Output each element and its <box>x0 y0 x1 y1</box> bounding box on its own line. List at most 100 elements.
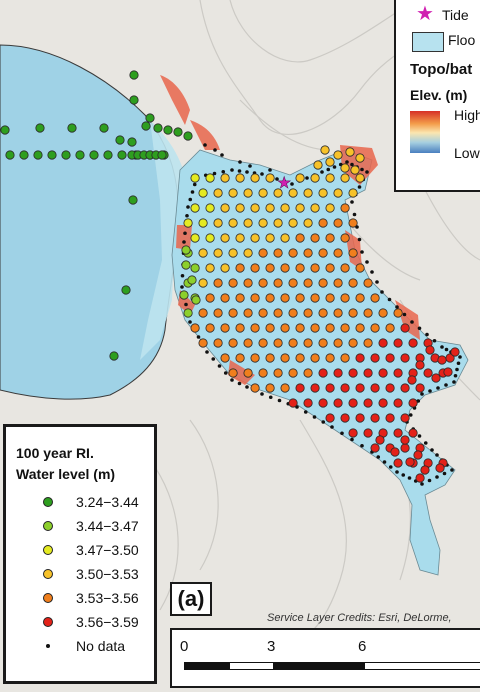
no-data-point <box>196 335 201 339</box>
water-level-point <box>340 203 350 213</box>
water-level-point <box>109 351 119 361</box>
water-level-point <box>198 338 208 348</box>
water-level-point <box>393 338 403 348</box>
water-level-point <box>220 263 230 273</box>
water-level-point <box>408 428 418 438</box>
no-data-point <box>190 190 195 194</box>
water-level-point <box>325 157 335 167</box>
water-level-point <box>33 150 43 160</box>
no-data-point <box>402 312 407 317</box>
no-data-point <box>387 297 392 302</box>
water-level-point <box>333 338 343 348</box>
water-level-point <box>437 355 447 365</box>
water-level-point <box>355 153 365 163</box>
water-level-point <box>378 398 388 408</box>
water-level-point <box>340 353 350 363</box>
water-level-point <box>400 443 410 453</box>
water-level-point <box>145 113 155 123</box>
water-level-point <box>370 443 380 453</box>
water-level-point <box>0 125 10 135</box>
water-level-point <box>295 353 305 363</box>
legend-label-3: 3.47−3.50 <box>76 542 139 558</box>
legend-label-6: 3.56−3.59 <box>76 614 139 630</box>
water-level-point <box>303 308 313 318</box>
water-level-point <box>348 398 358 408</box>
water-level-point <box>443 367 453 377</box>
legend-nodata-dot <box>46 644 50 648</box>
no-data-point <box>458 355 462 359</box>
water-level-point <box>340 233 350 243</box>
water-level-point <box>318 368 328 378</box>
water-level-point <box>173 127 183 137</box>
water-level-point <box>303 218 313 228</box>
water-level-point <box>407 375 417 385</box>
water-level-point <box>258 278 268 288</box>
no-data-point <box>455 367 459 372</box>
water-level-point <box>390 447 400 457</box>
no-data-point <box>182 240 186 244</box>
water-level-point <box>325 173 335 183</box>
service-credits: Service Layer Credits: Esri, DeLorme, <box>267 612 452 624</box>
scale-seg-4 <box>364 662 480 670</box>
water-level-point <box>228 308 238 318</box>
no-data-point <box>238 160 242 164</box>
no-data-point <box>376 455 381 459</box>
water-level-point <box>235 293 245 303</box>
no-data-point <box>382 460 387 464</box>
elevation-ramp <box>410 111 440 153</box>
water-level-point <box>348 308 358 318</box>
water-level-point <box>243 278 253 288</box>
no-data-point <box>432 338 437 343</box>
no-data-point <box>326 167 331 172</box>
water-level-point <box>333 248 343 258</box>
water-level-legend: 100 year RI. Water level (m) 3.24−3.44 3… <box>3 424 157 684</box>
water-level-point <box>191 295 201 305</box>
water-level-point <box>181 260 191 270</box>
topo-label: Topo/bat <box>410 61 473 78</box>
water-level-point <box>370 323 380 333</box>
water-level-point <box>47 150 57 160</box>
water-level-point <box>198 188 208 198</box>
legend-dot-3 <box>43 545 53 555</box>
water-level-point <box>103 150 113 160</box>
no-data-point <box>186 205 190 209</box>
no-data-point <box>444 347 449 352</box>
water-level-point <box>325 413 335 423</box>
water-level-point <box>413 450 423 460</box>
water-level-point <box>355 263 365 273</box>
flood-swatch <box>412 32 444 52</box>
water-level-point <box>127 137 137 147</box>
tide-gauge-marker[interactable]: ★ <box>277 173 292 193</box>
no-data-point <box>360 250 364 254</box>
water-level-point <box>228 338 238 348</box>
water-level-point <box>370 383 380 393</box>
water-level-point <box>183 131 193 141</box>
water-level-point <box>129 95 139 105</box>
water-level-point <box>273 248 283 258</box>
water-level-point <box>340 293 350 303</box>
no-data-point <box>217 364 222 368</box>
low-label: Low <box>454 145 480 161</box>
water-level-point <box>333 398 343 408</box>
water-level-point <box>273 308 283 318</box>
no-data-point <box>180 273 185 278</box>
legend-nodata-label: No data <box>76 638 126 654</box>
water-level-point <box>348 338 358 348</box>
water-level-point <box>280 233 290 243</box>
water-level-point <box>288 248 298 258</box>
water-level-point <box>325 293 335 303</box>
water-level-point <box>385 323 395 333</box>
no-data-point <box>212 171 217 176</box>
water-level-point <box>340 173 350 183</box>
water-level-point <box>273 338 283 348</box>
no-data-point <box>350 200 354 204</box>
water-level-point <box>303 398 313 408</box>
water-level-point <box>258 188 268 198</box>
water-level-point <box>243 248 253 258</box>
water-level-point <box>363 338 373 348</box>
no-data-point <box>185 213 189 218</box>
water-level-point <box>235 203 245 213</box>
no-data-point <box>221 169 226 174</box>
water-level-point <box>318 248 328 258</box>
water-level-point <box>408 338 418 348</box>
